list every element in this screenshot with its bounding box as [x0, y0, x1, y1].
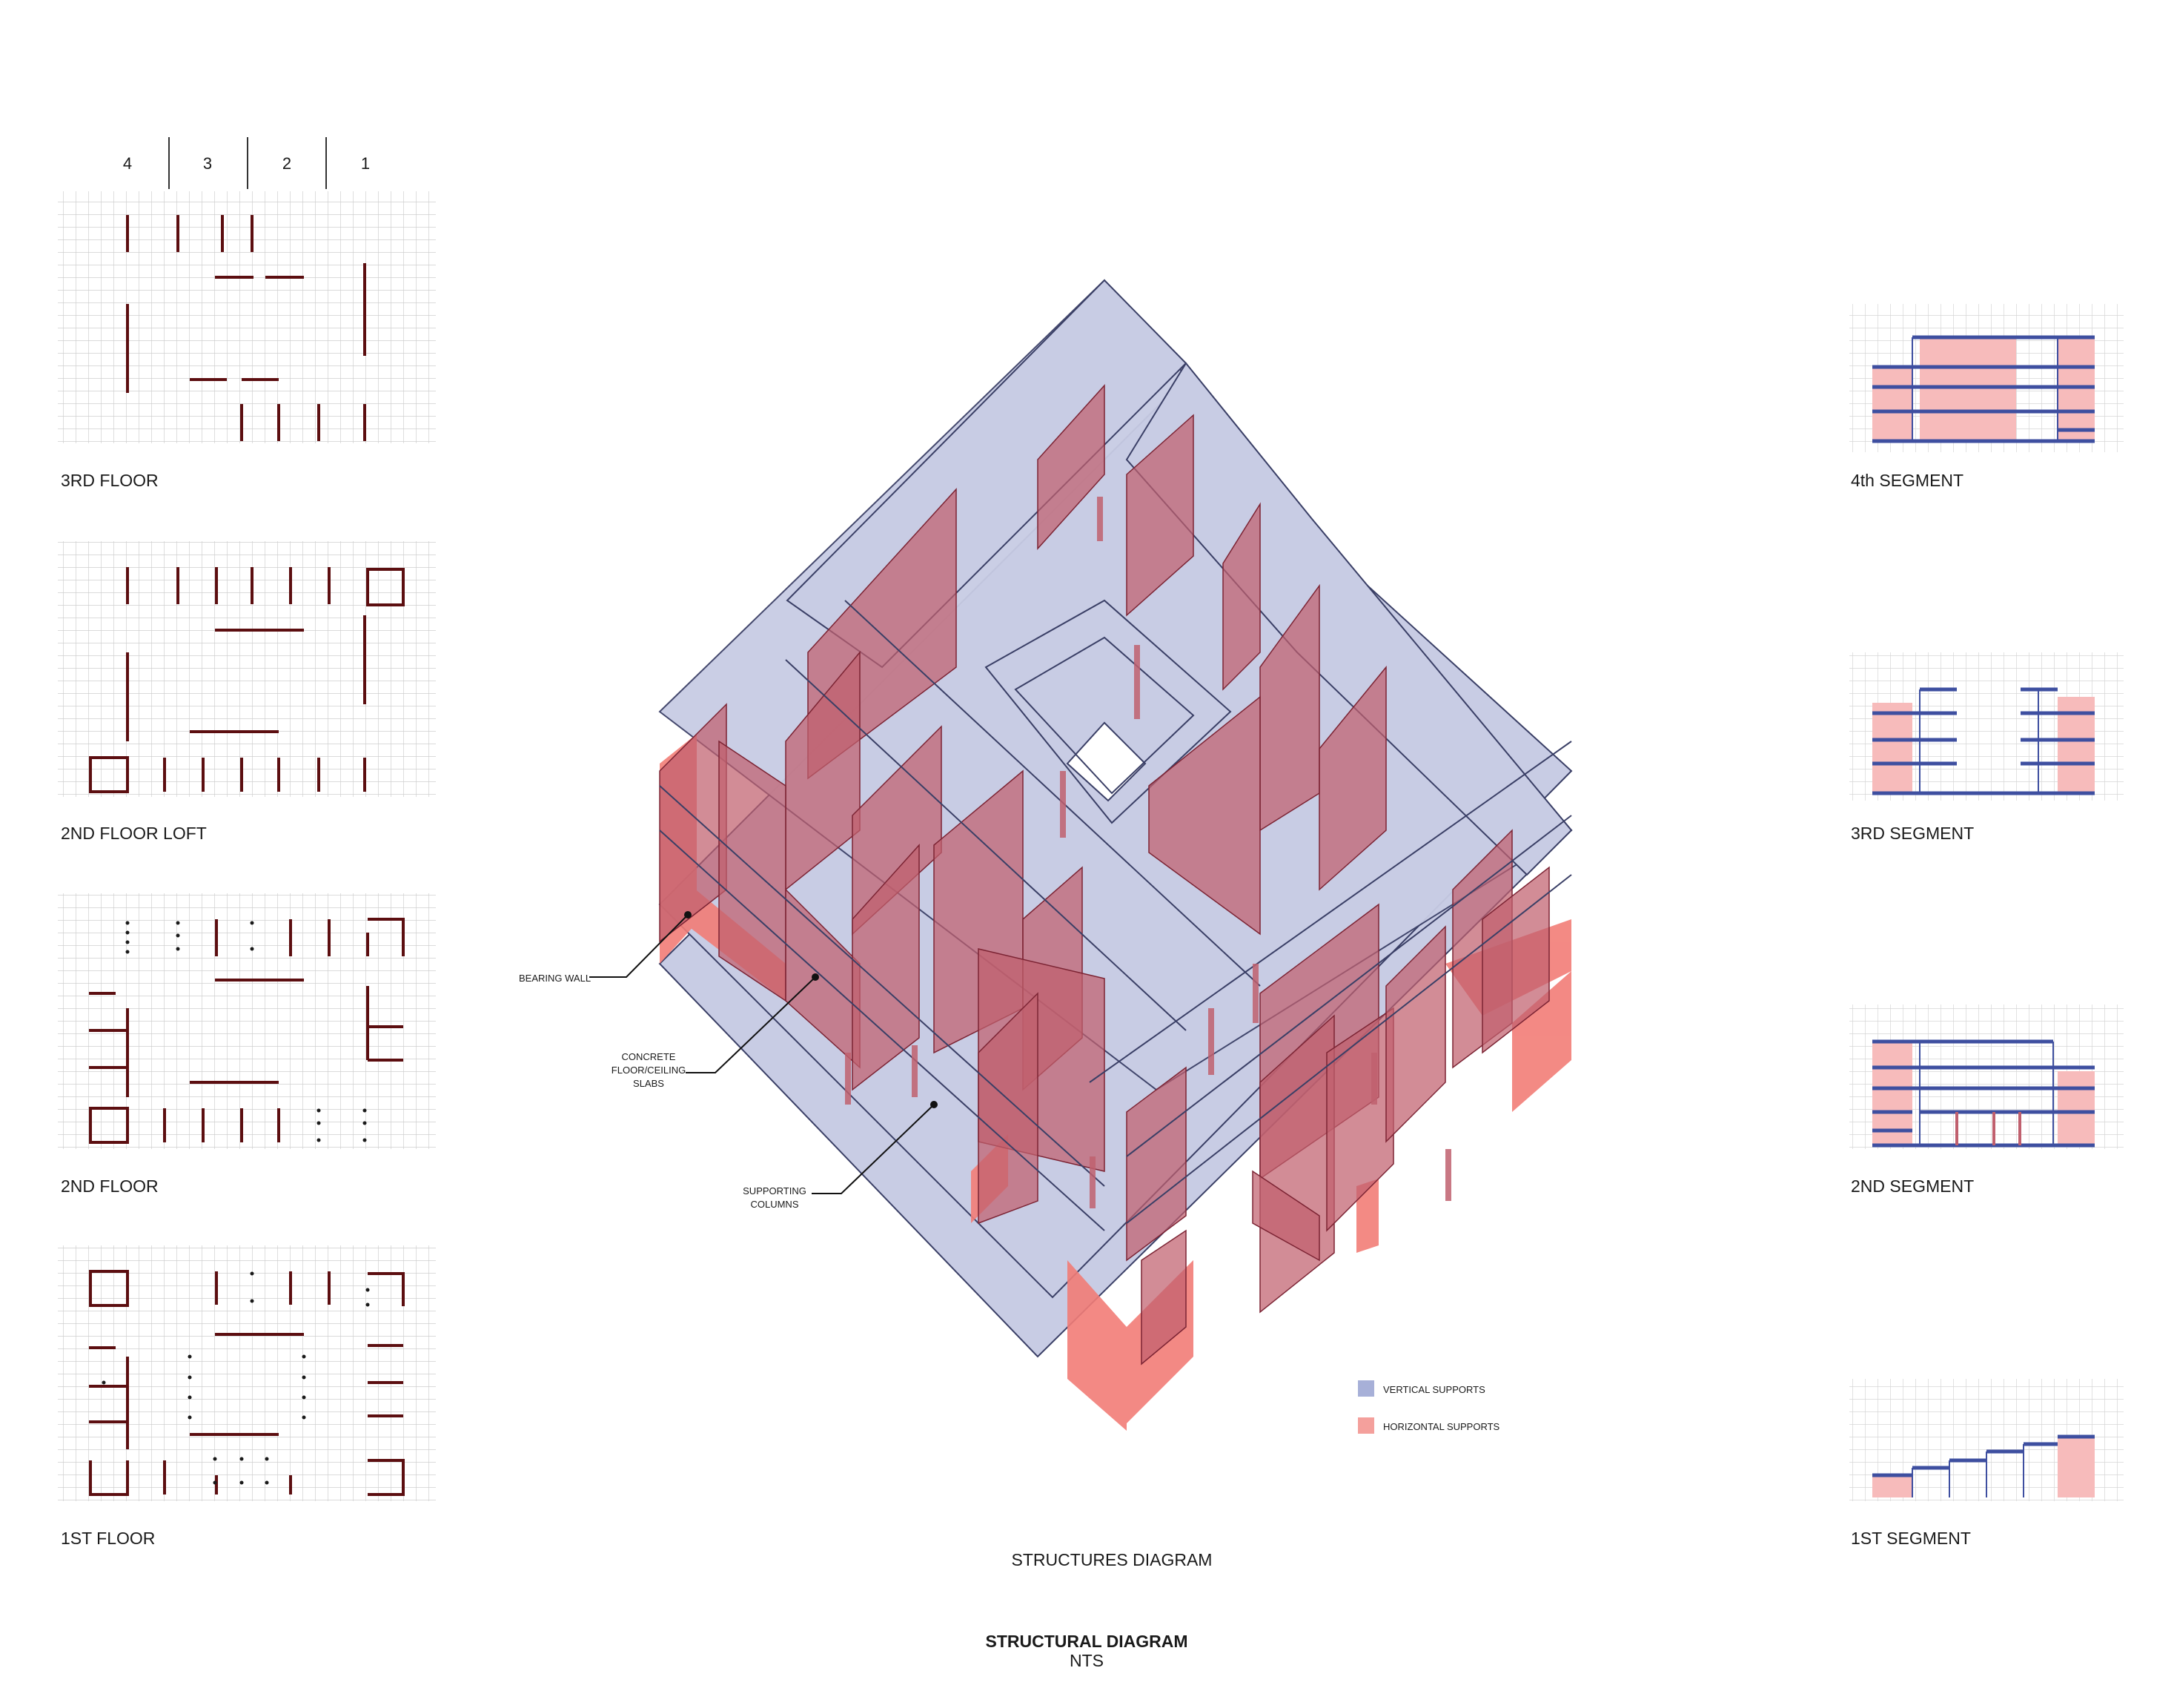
- column: [1445, 1149, 1451, 1201]
- callout-bearing-wall: BEARING WALL: [519, 973, 591, 984]
- segment-fills: [1872, 337, 2095, 441]
- callout-slabs-line: CONCRETE: [622, 1051, 676, 1062]
- bearing-wall: [1037, 384, 1105, 550]
- plan-grid: [58, 541, 436, 797]
- segment-1st: 1ST SEGMENT: [1849, 1379, 2124, 1548]
- bearing-wall: [1126, 414, 1194, 617]
- column-label-3: 3: [203, 154, 212, 173]
- callout-leaders: [589, 914, 935, 1194]
- segment-fills: [1872, 1042, 2095, 1145]
- segment-label: 4th SEGMENT: [1851, 471, 1963, 490]
- bearing-wall: [1141, 1229, 1187, 1366]
- center-caption: STRUCTURES DIAGRAM: [1012, 1550, 1213, 1569]
- plan-label: 1ST FLOOR: [61, 1529, 155, 1548]
- segment-2nd: 2ND SEGMENT: [1849, 1004, 2124, 1196]
- legend-swatch-vertical: [1358, 1380, 1374, 1397]
- isometric-structure: BEARING WALL CONCRETE FLOOR/CEILING SLAB…: [519, 279, 1573, 1431]
- segment-columns: [1955, 1112, 2021, 1145]
- callout-slabs-line: SLABS: [633, 1078, 664, 1089]
- bearing-wall: [1148, 695, 1261, 936]
- segment-lines: [1872, 1039, 2095, 1148]
- plan-walls: [89, 918, 405, 1144]
- segment-lines: [1872, 687, 2095, 795]
- bearing-wall: [852, 844, 920, 1091]
- floor-lines: [659, 600, 1572, 1231]
- callout-slabs-line: FLOOR/CEILING: [612, 1065, 686, 1076]
- courtyard-slab: [984, 599, 1232, 824]
- horizontal-support-east-lower: [1356, 1179, 1379, 1253]
- column: [912, 1045, 918, 1097]
- floor-plan-3rd-floor: 3RD FLOOR: [58, 191, 436, 490]
- footer-title: STRUCTURAL DIAGRAM: [985, 1632, 1187, 1651]
- column: [1060, 771, 1066, 838]
- bearing-wall: [1222, 502, 1261, 691]
- supporting-columns: [845, 497, 1451, 1208]
- segment-label: 1ST SEGMENT: [1851, 1529, 1971, 1548]
- callout-dots: [684, 911, 938, 1108]
- column-label-1: 1: [361, 154, 370, 173]
- legend-label-horizontal: HORIZONTAL SUPPORTS: [1383, 1421, 1500, 1432]
- horizontal-support-south-wing: [1067, 1260, 1127, 1431]
- floor-plan-2nd-floor-loft: 2ND FLOOR LOFT: [58, 541, 436, 843]
- segment-4th: 4th SEGMENT: [1849, 304, 2124, 490]
- callout-columns-line: COLUMNS: [750, 1199, 798, 1210]
- callout-columns-line: SUPPORTING: [743, 1185, 806, 1196]
- plan-column-dots: [125, 921, 367, 1142]
- bearing-wall: [1252, 1170, 1320, 1262]
- column: [1134, 645, 1140, 719]
- segment-lines: [1872, 1434, 2095, 1497]
- column: [1253, 964, 1259, 1023]
- legend: VERTICAL SUPPORTS HORIZONTAL SUPPORTS: [1358, 1380, 1500, 1434]
- plan-walls: [126, 215, 366, 441]
- slab-right-band: [1125, 362, 1573, 876]
- plan-label: 3RD FLOOR: [61, 471, 159, 490]
- column: [845, 1053, 851, 1105]
- callout-slabs: CONCRETE FLOOR/CEILING SLABS: [612, 1051, 686, 1089]
- bearing-wall: [1482, 866, 1550, 1054]
- atrium-opening: [1066, 721, 1147, 802]
- column: [1371, 1053, 1377, 1105]
- column: [1090, 1156, 1096, 1208]
- callout-columns: SUPPORTING COLUMNS: [743, 1185, 806, 1210]
- horizontal-support-east: [1512, 971, 1571, 1112]
- footer-subtitle: NTS: [1070, 1651, 1104, 1670]
- plan-walls: [89, 567, 405, 793]
- floor-plan-2nd-floor: 2ND FLOOR: [58, 893, 436, 1196]
- legend-label-vertical: VERTICAL SUPPORTS: [1383, 1384, 1485, 1395]
- segment-label: 2ND SEGMENT: [1851, 1176, 1974, 1196]
- column: [1097, 497, 1103, 541]
- segment-fills: [1872, 1438, 2095, 1497]
- plan-label: 2ND FLOOR LOFT: [61, 824, 207, 843]
- column-label-4: 4: [123, 154, 132, 173]
- floor-plan-1st-floor: 1ST FLOOR: [58, 1245, 436, 1548]
- column: [1208, 1008, 1214, 1075]
- bearing-wall: [718, 740, 786, 1002]
- bearing-wall: [1385, 925, 1446, 1143]
- inner-courtyard: [1014, 636, 1195, 795]
- bearing-wall: [1319, 665, 1387, 891]
- plan-grid: [58, 893, 436, 1149]
- plan-column-dots: [102, 1271, 370, 1485]
- column-header: 4 3 2 1: [123, 137, 370, 189]
- column-label-2: 2: [282, 154, 291, 173]
- legend-swatch-horizontal: [1358, 1417, 1374, 1434]
- segment-lines: [1872, 335, 2095, 443]
- bearing-wall: [978, 992, 1038, 1225]
- plan-label: 2ND FLOOR: [61, 1176, 159, 1196]
- segment-label: 3RD SEGMENT: [1851, 824, 1974, 843]
- plan-grid: [58, 191, 436, 443]
- plan-walls: [89, 1270, 405, 1496]
- segment-3rd: 3RD SEGMENT: [1849, 652, 2124, 843]
- plan-grid: [58, 1245, 436, 1501]
